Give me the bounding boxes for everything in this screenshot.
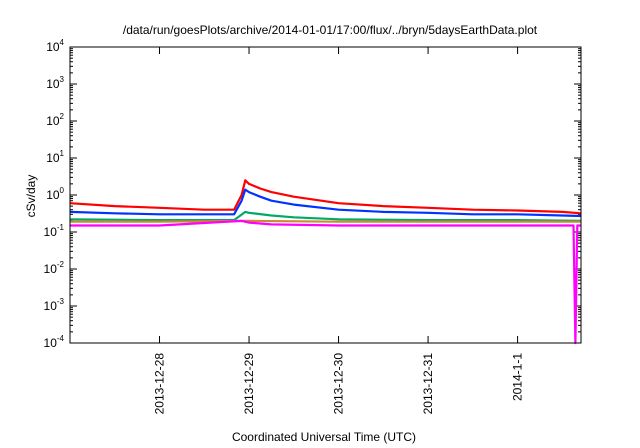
y-tick-label: 101 [46, 149, 64, 165]
y-tick-label: 102 [46, 112, 64, 128]
y-tick-exponent: 1 [60, 149, 65, 158]
y-tick-base: 10 [46, 114, 60, 128]
x-axis-label: Coordinated Universal Time (UTC) [232, 430, 416, 444]
y-tick-base: 10 [46, 77, 60, 91]
x-tick-label: 2013-12-31 [421, 353, 435, 415]
y-tick-label: 104 [46, 38, 64, 54]
y-tick-exponent: -3 [57, 297, 65, 306]
y-axis-label: cSv/day [24, 175, 38, 218]
y-tick-exponent: 0 [60, 186, 65, 195]
series-line-1 [69, 179, 582, 215]
y-tick-label: 100 [46, 186, 64, 202]
series-line-5 [70, 219, 581, 345]
plot-frame [69, 46, 582, 344]
x-tick-label: 2013-12-29 [242, 353, 256, 415]
y-tick-base: 10 [44, 262, 58, 276]
y-tick-exponent: 3 [60, 75, 65, 84]
y-tick-exponent: -1 [57, 223, 65, 232]
y-tick-exponent: -2 [57, 260, 65, 269]
y-tick-base: 10 [44, 336, 58, 350]
y-tick-exponent: 4 [60, 38, 65, 47]
y-tick-exponent: -4 [57, 334, 65, 343]
x-tick-group: 2013-12-28 2013-12-29 2013-12-30 2013-12-31… [153, 47, 525, 414]
y-tick-base: 10 [46, 151, 60, 165]
series-line-2 [69, 188, 582, 218]
y-tick-base: 10 [46, 40, 60, 54]
x-tick-label: 2013-12-28 [153, 353, 167, 415]
chart-title: /data/run/goesPlots/archive/2014-01-01/1… [123, 23, 538, 37]
series-line-3 [69, 210, 582, 222]
y-tick-exponent: 2 [60, 112, 65, 121]
y-tick-base: 10 [44, 299, 58, 313]
y-tick-label: 10-1 [44, 223, 65, 239]
y-tick-label: 10-4 [44, 334, 65, 350]
x-tick-label: 2013-12-30 [332, 353, 346, 415]
y-tick-base: 10 [44, 225, 58, 239]
y-tick-label: 103 [46, 75, 64, 91]
y-tick-base: 10 [46, 188, 60, 202]
series-group [69, 179, 582, 345]
x-tick-label: 2014-1-1 [511, 353, 525, 401]
series-line-4 [70, 219, 581, 223]
y-tick-label: 10-2 [44, 260, 65, 276]
y-tick-label: 10-3 [44, 297, 65, 313]
